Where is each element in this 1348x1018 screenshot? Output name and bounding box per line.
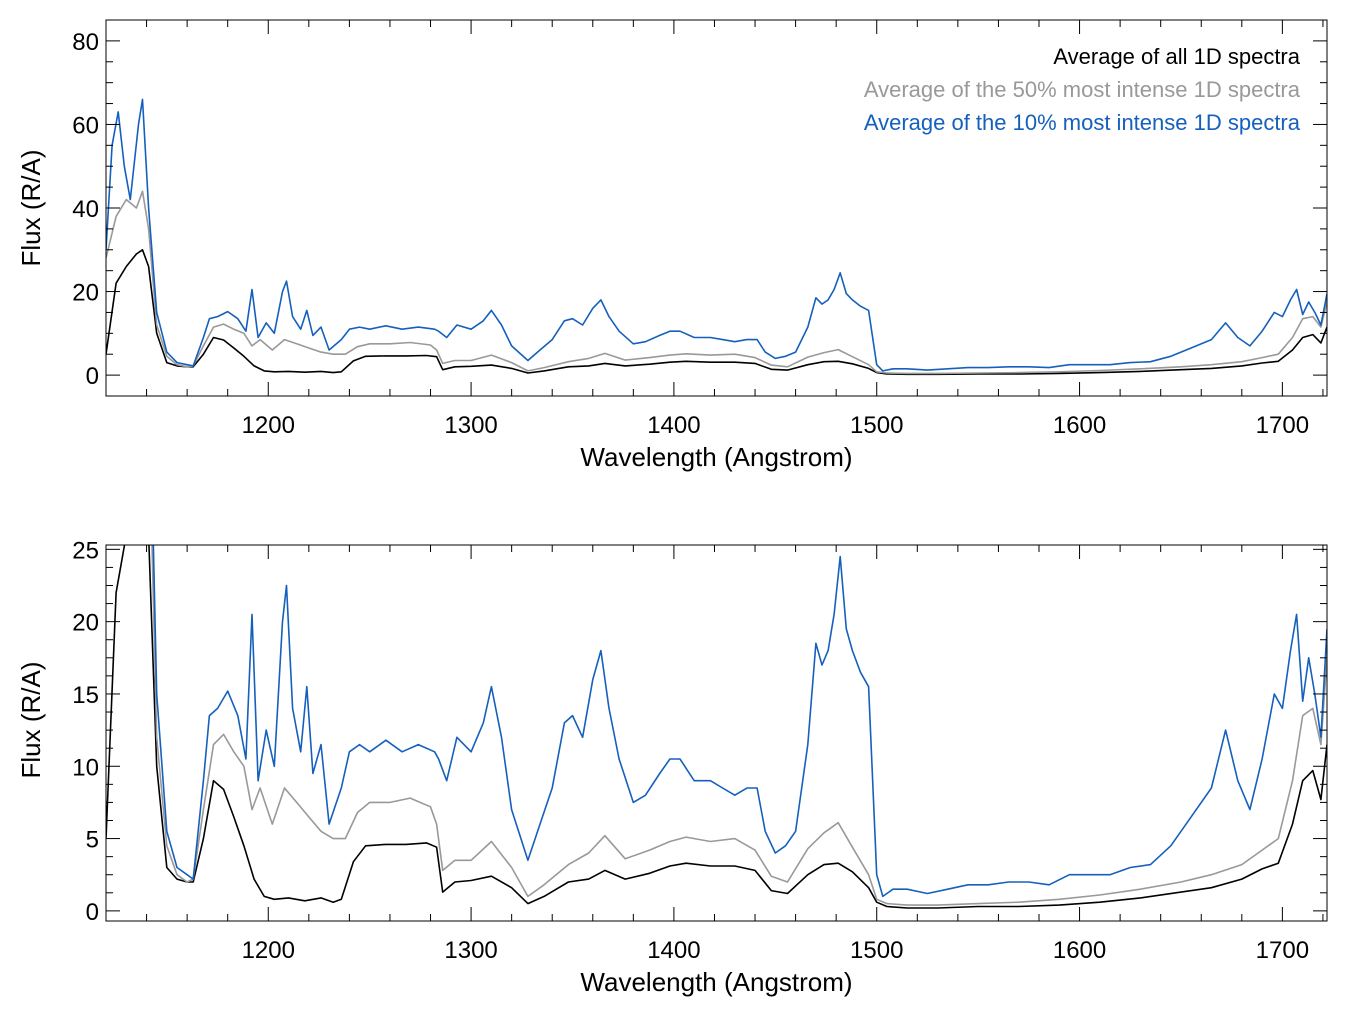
x-tick-label: 1300: [444, 937, 497, 964]
plot-frame: [105, 544, 1328, 922]
y-tick-label: 60: [72, 112, 99, 139]
y-tick-label: 0: [86, 899, 99, 926]
series-line-top10: [106, 98, 1327, 372]
x-tick-label: 1400: [647, 412, 700, 439]
y-tick-label: 20: [72, 280, 99, 307]
y-tick-label: 40: [72, 196, 99, 223]
series-line-all: [106, 249, 1327, 376]
x-tick-label: 1700: [1256, 412, 1309, 439]
x-tick-label: 1500: [850, 412, 903, 439]
x-axis-label: Wavelength (Angstrom): [580, 967, 852, 997]
x-tick-label: 1600: [1053, 937, 1106, 964]
x-tick-label: 1700: [1256, 937, 1309, 964]
series-line-top50: [106, 190, 1327, 375]
legend-entry: Average of the 50% most intense 1D spect…: [864, 77, 1301, 102]
x-tick-label: 1500: [850, 937, 903, 964]
legend: Average of all 1D spectra Average of the …: [864, 44, 1301, 135]
legend-entry: Average of all 1D spectra: [1053, 44, 1300, 69]
y-tick-label: 20: [72, 610, 99, 637]
y-tick-label: 0: [86, 363, 99, 390]
series-line-all: [106, 545, 1327, 909]
top-panel: 1200 1300 1400 1500 1600 1700 0 20 40 60 80 Wavelen…: [16, 19, 1328, 472]
y-axis-label: Flux (R/A): [16, 150, 46, 267]
y-tick-label: 10: [72, 754, 99, 781]
bottom-panel: 1200 1300 1400 1500 1600 1700 0 5 10 15 20 25 Wavele…: [16, 537, 1328, 997]
x-tick-label: 1200: [242, 412, 295, 439]
legend-entry: Average of the 10% most intense 1D spect…: [864, 110, 1301, 135]
series-line-top50: [151, 545, 1327, 906]
series-group: [106, 98, 1327, 376]
x-tick-label: 1600: [1053, 412, 1106, 439]
y-axis-label: Flux (R/A): [16, 662, 46, 779]
x-tick-label: 1300: [444, 412, 497, 439]
y-tick-label: 5: [86, 827, 99, 854]
y-tick-label: 15: [72, 682, 99, 709]
series-group: [106, 545, 1327, 909]
x-tick-label: 1400: [647, 937, 700, 964]
y-tick-label: 80: [72, 29, 99, 56]
x-tick-label: 1200: [242, 937, 295, 964]
series-line-top10: [152, 545, 1327, 898]
x-axis-label: Wavelength (Angstrom): [580, 442, 852, 472]
y-tick-label: 25: [72, 537, 99, 564]
